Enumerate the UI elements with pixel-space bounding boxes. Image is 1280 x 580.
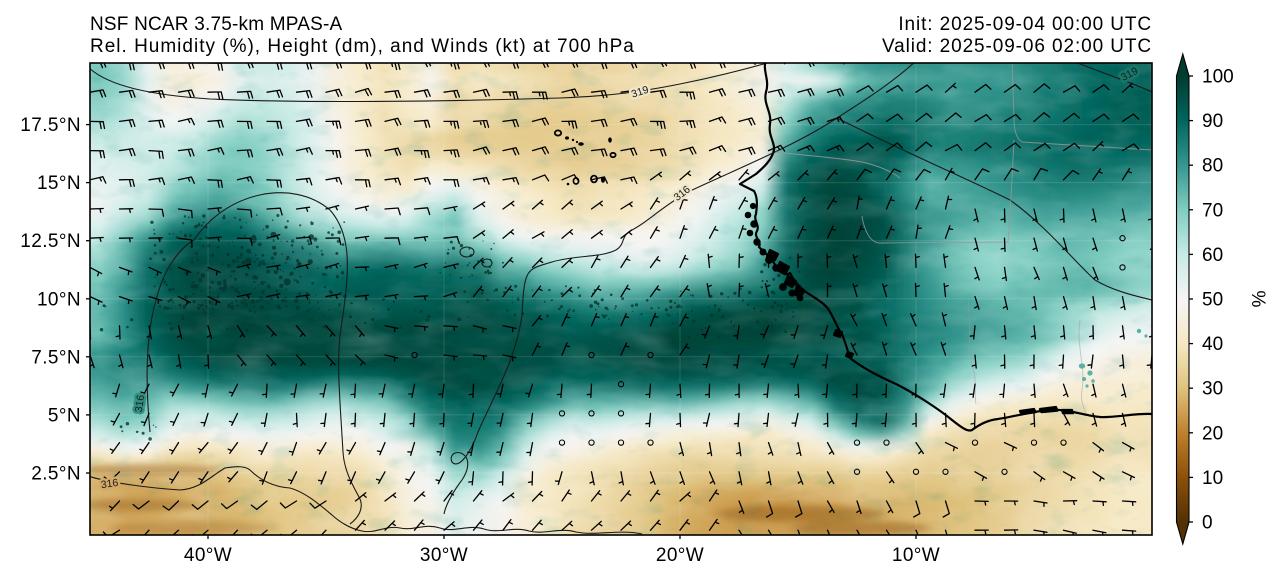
svg-text:12.5°N: 12.5°N: [20, 231, 81, 252]
svg-text:40: 40: [1202, 334, 1223, 355]
svg-text:60: 60: [1202, 245, 1223, 266]
svg-text:2.5°N: 2.5°N: [31, 464, 81, 485]
svg-text:5°N: 5°N: [48, 405, 81, 426]
svg-text:80: 80: [1202, 156, 1223, 177]
svg-text:NSF NCAR 3.75-km MPAS-A: NSF NCAR 3.75-km MPAS-A: [90, 14, 342, 35]
svg-text:0: 0: [1202, 513, 1213, 534]
svg-text:30°W: 30°W: [420, 545, 468, 566]
svg-text:100: 100: [1202, 67, 1234, 88]
svg-text:20°W: 20°W: [656, 545, 704, 566]
svg-text:7.5°N: 7.5°N: [31, 347, 81, 368]
svg-text:20: 20: [1202, 423, 1223, 444]
svg-text:%: %: [1247, 291, 1268, 308]
svg-text:10°N: 10°N: [37, 289, 81, 310]
svg-text:50: 50: [1202, 290, 1223, 311]
svg-text:Init: 2025-09-04 00:00 UTC: Init: 2025-09-04 00:00 UTC: [898, 14, 1152, 35]
svg-text:17.5°N: 17.5°N: [20, 115, 81, 136]
svg-text:15°N: 15°N: [37, 173, 81, 194]
svg-text:Valid: 2025-09-06 02:00 UTC: Valid: 2025-09-06 02:00 UTC: [882, 36, 1152, 57]
svg-text:40°W: 40°W: [184, 545, 232, 566]
svg-text:Rel. Humidity (%), Height (dm): Rel. Humidity (%), Height (dm), and Wind…: [90, 36, 635, 57]
svg-text:316: 316: [100, 477, 119, 491]
svg-text:70: 70: [1202, 200, 1223, 221]
svg-text:30: 30: [1202, 379, 1223, 400]
svg-text:10: 10: [1202, 468, 1223, 489]
svg-text:316: 316: [133, 394, 147, 413]
svg-text:10°W: 10°W: [892, 545, 940, 566]
svg-text:90: 90: [1202, 111, 1223, 132]
